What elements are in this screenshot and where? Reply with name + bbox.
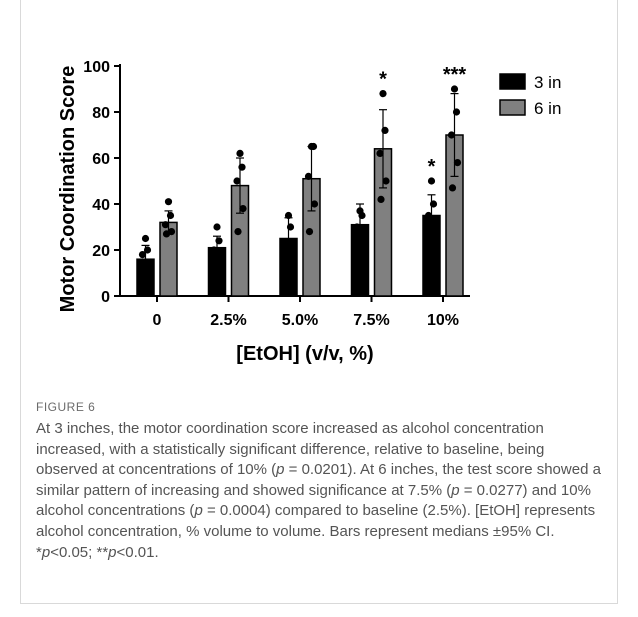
x-tick-label: 5.0% [282, 312, 318, 329]
data-point [304, 172, 313, 180]
data-point [377, 195, 385, 203]
data-point [236, 149, 244, 157]
data-point [430, 223, 439, 231]
data-point [356, 207, 364, 215]
x-tick-label: 2.5% [210, 312, 246, 329]
data-point [161, 221, 170, 229]
data-point [213, 223, 221, 231]
x-tick-label: 0 [153, 312, 162, 329]
y-tick-label: 100 [83, 59, 110, 76]
data-point [305, 228, 314, 236]
legend-swatch [499, 73, 526, 90]
data-point [424, 211, 433, 220]
y-tick-label: 20 [92, 243, 110, 260]
significance-marker: *** [443, 64, 467, 86]
significance-marker: * [428, 156, 436, 178]
data-point [447, 131, 456, 139]
data-point [382, 177, 390, 185]
data-point [448, 184, 457, 192]
data-point [141, 234, 150, 243]
data-point [238, 163, 246, 171]
data-point [211, 260, 219, 268]
data-point [138, 251, 147, 259]
data-point [453, 159, 462, 167]
data-point [164, 198, 173, 206]
caption-segment: = 0.0201). At 6 inches, the test score s… [36, 461, 601, 499]
data-point [450, 85, 459, 93]
data-point [359, 246, 367, 254]
y-tick-label: 0 [101, 289, 110, 306]
data-point [307, 142, 316, 151]
data-point [452, 108, 461, 116]
data-point [429, 200, 438, 208]
data-point [286, 223, 295, 231]
caption-segment: = 0.0004) compared to baseline (2.5%). [… [36, 502, 596, 561]
y-tick-label: 60 [92, 151, 110, 168]
data-point [234, 228, 242, 236]
caption-segment: p [276, 461, 285, 479]
x-tick-label: 7.5% [353, 312, 389, 329]
x-tick-label: 10% [427, 312, 459, 329]
figure-caption: At 3 inches, the motor coordination scor… [36, 419, 604, 563]
significance-marker: * [379, 69, 387, 91]
data-point [139, 280, 148, 289]
data-point [353, 223, 361, 231]
caption-segment: At 3 inches, the motor coordination scor… [36, 420, 545, 479]
caption-segment: p [108, 543, 117, 561]
caption-segment: p [41, 543, 51, 561]
data-point [282, 274, 291, 282]
data-point [216, 251, 224, 259]
data-point [427, 177, 436, 185]
caption-segment: p [451, 481, 460, 499]
data-point [381, 126, 389, 134]
y-tick-label: 40 [92, 197, 110, 214]
data-point [425, 234, 434, 243]
caption-segment: <0.05; ** [50, 543, 109, 561]
data-point [239, 205, 247, 213]
data-point [210, 246, 218, 254]
caption-segment: = 0.0277) and 10% alcohol concentrations… [36, 481, 591, 520]
data-point [215, 237, 223, 245]
data-point [144, 264, 153, 272]
data-point [166, 211, 175, 220]
data-point [379, 90, 387, 98]
data-point [376, 149, 384, 157]
figure-label: FIGURE 6 [36, 400, 96, 414]
data-point [233, 177, 241, 185]
data-point [284, 211, 293, 220]
figure-frame [20, 0, 618, 604]
y-axis-title: Motor Coordination Score [57, 66, 79, 313]
legend-label: 3 in [534, 73, 561, 92]
caption-segment: p [194, 502, 203, 520]
data-point [281, 241, 290, 249]
data-point [310, 200, 319, 208]
legend-label: 6 in [534, 99, 561, 118]
data-point [287, 251, 296, 259]
caption-segment: <0.01. [116, 543, 159, 561]
legend-swatch [499, 99, 526, 116]
data-point [143, 246, 152, 254]
data-point [167, 228, 176, 236]
x-axis-title: [EtOH] (v/v, %) [236, 343, 373, 365]
y-tick-label: 80 [92, 105, 110, 122]
data-point [354, 269, 362, 277]
